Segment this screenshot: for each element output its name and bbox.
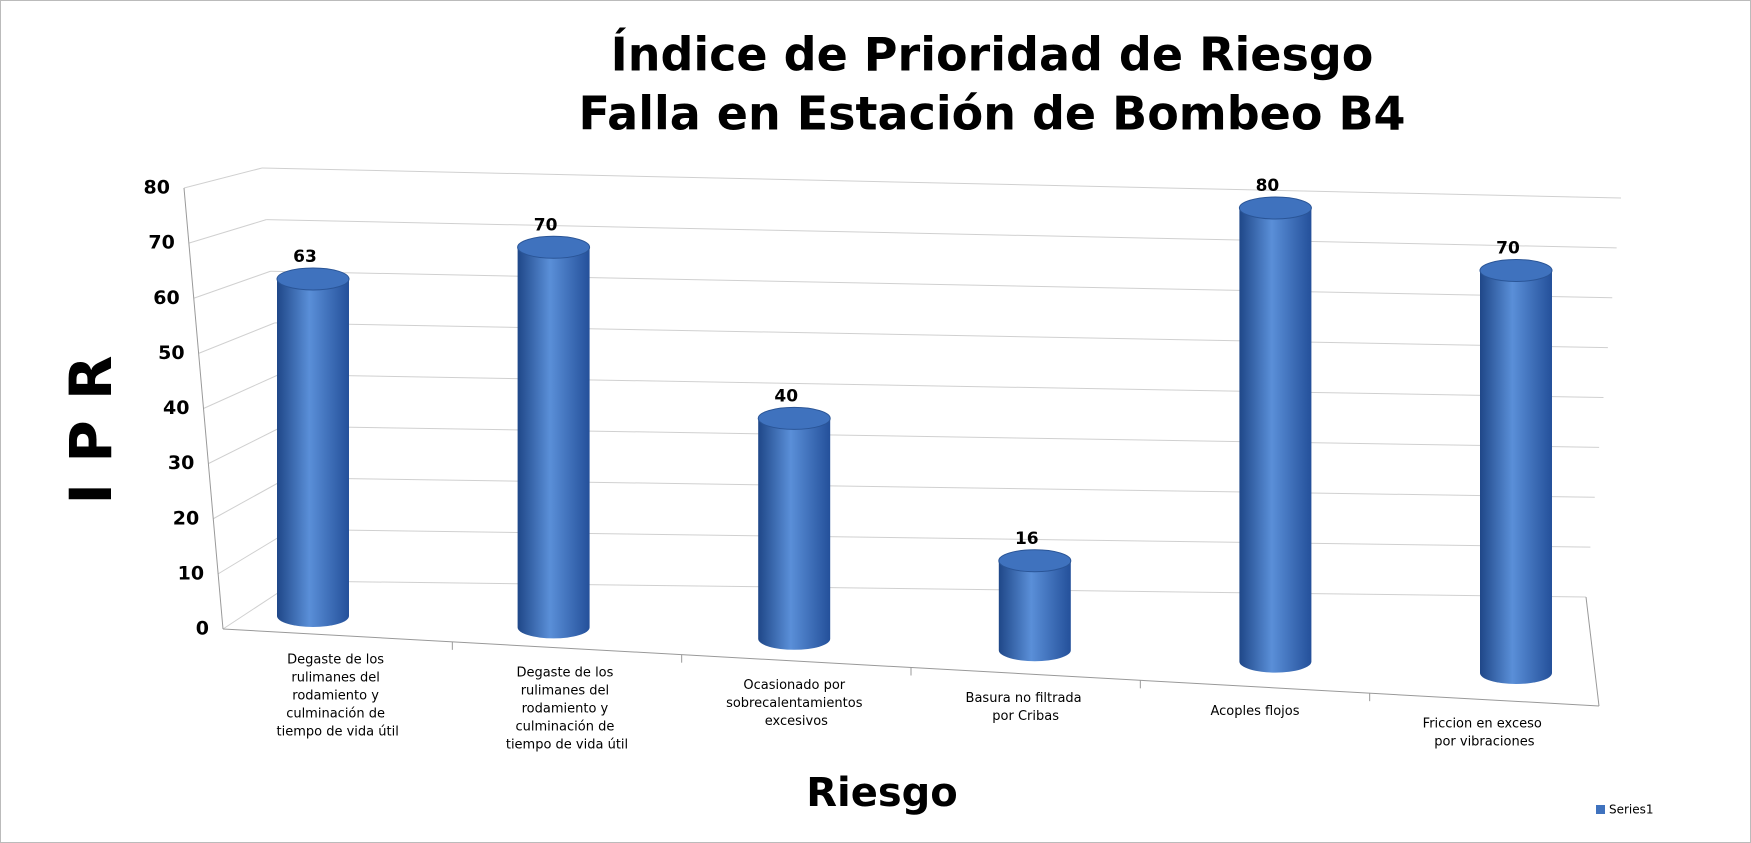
y-tick-label: 40	[163, 397, 189, 419]
grid-line	[278, 374, 1604, 398]
y-tick-label: 30	[168, 452, 194, 474]
legend-label: Series1	[1609, 803, 1654, 817]
cylinder-body	[998, 560, 1071, 662]
cylinder-top	[757, 406, 831, 430]
y-tick-label: 60	[153, 287, 179, 309]
cylinder	[757, 406, 831, 650]
grid-line	[270, 270, 1613, 299]
y-tick-label: 20	[173, 507, 199, 529]
cylinder-top	[517, 235, 591, 259]
data-label: 70	[534, 215, 558, 235]
grid-line	[295, 580, 1587, 598]
grid-line	[283, 425, 1600, 448]
cylinder-body	[517, 247, 590, 639]
grid-line	[188, 219, 267, 244]
y-tick-label: 80	[144, 177, 170, 199]
x-tick-label: Friccion en exceso por vibraciones	[1423, 716, 1546, 749]
x-tick-label: Ocasionado por sobrecalentamientos exces…	[726, 678, 867, 729]
grid-line	[213, 477, 288, 520]
grid-line	[203, 374, 280, 409]
y-tick-label: 50	[158, 342, 184, 364]
x-tick-label: Acoples flojos	[1210, 703, 1299, 718]
cylinder-body	[758, 418, 831, 650]
legend-swatch	[1596, 805, 1605, 814]
cylinder	[517, 235, 591, 639]
grid-line	[183, 167, 263, 189]
cylinder-top	[998, 549, 1072, 573]
cylinder	[998, 549, 1072, 662]
x-tick-label: Basura no filtrada por Cribas	[966, 690, 1086, 723]
cylinder-body	[1480, 270, 1552, 684]
y-tick-label: 70	[148, 232, 174, 254]
cylinder-body	[277, 278, 349, 627]
data-label: 63	[293, 247, 317, 267]
y-tick-label: 0	[196, 618, 209, 640]
cylinder-top	[1479, 259, 1553, 282]
chart-title: Índice de Prioridad de Riesgo	[611, 28, 1374, 82]
y-axis	[183, 187, 224, 630]
floor-edge	[1585, 596, 1600, 707]
data-label: 16	[1015, 529, 1039, 549]
y-tick-label: 10	[178, 562, 204, 584]
x-tick-label: Degaste de los rulimanes del rodamiento …	[277, 652, 399, 739]
x-tick-label: Degaste de los rulimanes del rodamiento …	[506, 665, 628, 752]
chart-subtitle: Falla en Estación de Bombeo B4	[578, 87, 1405, 141]
cylinder	[276, 267, 350, 627]
grid-line	[198, 322, 275, 354]
cylinder	[1238, 196, 1312, 673]
cylinder	[1479, 259, 1553, 684]
data-label: 80	[1256, 176, 1280, 196]
cylinder-top	[276, 267, 350, 291]
grid-line	[274, 322, 1608, 349]
grid-line	[266, 219, 1617, 249]
cylinder-body	[1239, 208, 1312, 673]
grid-line	[208, 425, 284, 465]
x-axis-label: Riesgo	[806, 770, 958, 816]
grid-line	[261, 167, 1622, 199]
data-label: 70	[1496, 239, 1520, 259]
data-label: 40	[774, 386, 798, 406]
grid-line	[291, 528, 1591, 548]
grid-line	[287, 477, 1595, 498]
grid-line	[193, 270, 271, 299]
y-axis-label: I P R	[57, 355, 125, 504]
cylinder-top	[1238, 196, 1312, 220]
